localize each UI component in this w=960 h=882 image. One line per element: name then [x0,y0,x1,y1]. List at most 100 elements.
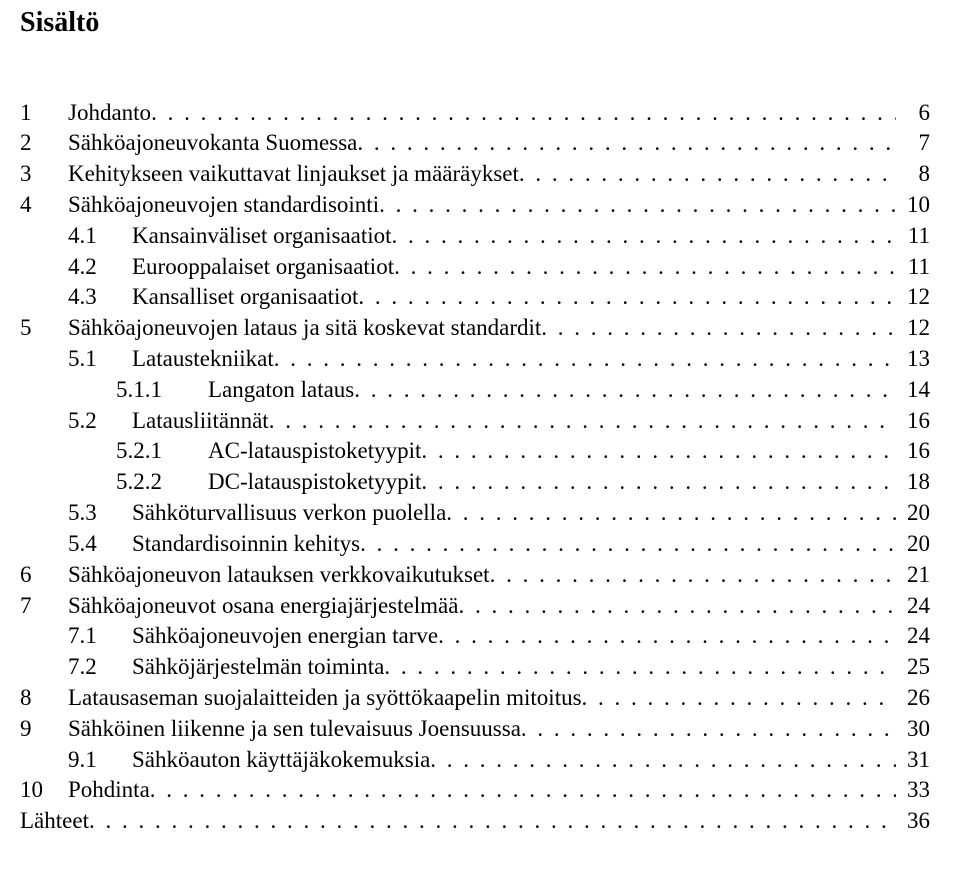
toc-entry-page: 25 [896,652,930,683]
toc-entry-page: 11 [896,221,930,252]
toc-entry-label: Kehitykseen vaikuttavat linjaukset ja mä… [68,159,519,190]
toc-leader-dots [438,621,896,652]
toc-leader-dots [421,467,896,498]
toc-entry: 5Sähköajoneuvojen lataus ja sitä koskeva… [20,313,930,344]
toc-entry-label: Sähköturvallisuus verkon puolella [132,498,446,529]
toc-entry-page: 21 [896,560,930,591]
toc-entry-page: 33 [896,775,930,806]
toc-entry-page: 13 [896,344,930,375]
toc-entry-label: Sähköjärjestelmän toiminta [132,652,384,683]
toc-entry-label: DC-latauspistoketyypit [208,467,421,498]
toc-entry: 4.2Eurooppalaiset organisaatiot 11 [20,252,930,283]
toc-entry-page: 18 [896,467,930,498]
toc-entry: 5.2Latausliitännät 16 [20,406,930,437]
toc-entry-label: Sähköauton käyttäjäkokemuksia [132,745,430,776]
toc-entry: 4.3Kansalliset organisaatiot 12 [20,282,930,313]
toc-entry-page: 26 [896,683,930,714]
toc-leader-dots [89,806,896,837]
toc-entry-page: 6 [896,98,930,129]
toc-entry: Lähteet 36 [20,806,930,837]
toc-entry-label: Sähköajoneuvojen lataus ja sitä koskevat… [68,313,541,344]
toc-title: Sisältö [20,0,930,98]
toc-entry-page: 20 [896,498,930,529]
toc-entry-number: 5.4 [68,529,132,560]
toc-entry-page: 14 [896,375,930,406]
toc-leader-dots [150,775,896,806]
toc-entry-number: 10 [20,775,68,806]
toc-entry-label: Eurooppalaiset organisaatiot [132,252,394,283]
toc-entry-label: Sähköajoneuvojen standardisointi [68,190,379,221]
toc-entry-number: 3 [20,159,68,190]
toc-leader-dots [421,436,896,467]
toc-entry-label: Lataustekniikat [132,344,274,375]
toc-leader-dots [360,529,896,560]
table-of-contents: 1Johdanto62Sähköajoneuvokanta Suomessa73… [20,98,930,838]
toc-entry-number: 5.3 [68,498,132,529]
toc-entry-page: 16 [896,436,930,467]
toc-entry-label: Pohdinta [68,775,150,806]
toc-entry-page: 36 [896,806,930,837]
toc-entry: 9Sähköinen liikenne ja sen tulevaisuus J… [20,714,930,745]
toc-entry-label: Sähköajoneuvon latauksen verkkovaikutuks… [68,560,490,591]
toc-entry-page: 24 [896,591,930,622]
toc-entry-number: 4.3 [68,282,132,313]
toc-entry-number: 5.2 [68,406,132,437]
toc-entry-number: 2 [20,128,68,159]
toc-entry-page: 7 [896,128,930,159]
toc-entry: 10Pohdinta 33 [20,775,930,806]
toc-entry: 5.2.2DC-latauspistoketyypit 18 [20,467,930,498]
toc-entry-number: 5.1.1 [116,375,208,406]
toc-entry-page: 20 [896,529,930,560]
toc-entry-number: 5 [20,313,68,344]
toc-entry: 7.1Sähköajoneuvojen energian tarve 24 [20,621,930,652]
toc-entry-page: 11 [896,252,930,283]
toc-leader-dots [151,98,896,129]
toc-leader-dots [519,159,896,190]
toc-entry: 5.2.1AC-latauspistoketyypit 16 [20,436,930,467]
toc-leader-dots [379,190,896,221]
toc-entry-number: 7.1 [68,621,132,652]
toc-entry-number: 5.2.1 [116,436,208,467]
toc-leader-dots [358,282,896,313]
toc-entry-label: Lähteet [20,806,89,837]
toc-entry: 7Sähköajoneuvot osana energiajärjestelmä… [20,591,930,622]
toc-entry-page: 12 [896,282,930,313]
toc-leader-dots [541,313,896,344]
toc-entry-number: 9 [20,714,68,745]
toc-entry: 5.3Sähköturvallisuus verkon puolella 20 [20,498,930,529]
toc-entry-label: Latausliitännät [132,406,269,437]
toc-entry: 8Latausaseman suojalaitteiden ja syöttök… [20,683,930,714]
toc-entry-label: Kansalliset organisaatiot [132,282,358,313]
toc-entry: 2Sähköajoneuvokanta Suomessa 7 [20,128,930,159]
toc-leader-dots [392,221,896,252]
toc-entry: 4.1Kansainväliset organisaatiot11 [20,221,930,252]
toc-entry-number: 5.2.2 [116,467,208,498]
toc-entry-number: 4.2 [68,252,132,283]
toc-entry-label: Sähköajoneuvojen energian tarve [132,621,438,652]
toc-entry-page: 24 [896,621,930,652]
toc-entry-page: 31 [896,745,930,776]
toc-entry-number: 4.1 [68,221,132,252]
toc-leader-dots [490,560,896,591]
toc-entry: 4Sähköajoneuvojen standardisointi10 [20,190,930,221]
toc-entry-number: 6 [20,560,68,591]
toc-entry-label: Langaton lataus [208,375,354,406]
toc-entry-label: Sähköinen liikenne ja sen tulevaisuus Jo… [68,714,521,745]
toc-entry: 5.1Lataustekniikat 13 [20,344,930,375]
toc-entry-label: AC-latauspistoketyypit [208,436,421,467]
toc-entry-number: 5.1 [68,344,132,375]
document-page: Sisältö 1Johdanto62Sähköajoneuvokanta Su… [0,0,960,882]
toc-entry-label: Standardisoinnin kehitys [132,529,360,560]
toc-leader-dots [458,591,896,622]
toc-entry: 5.4Standardisoinnin kehitys 20 [20,529,930,560]
toc-entry: 7.2Sähköjärjestelmän toiminta25 [20,652,930,683]
toc-entry-label: Johdanto [68,98,151,129]
toc-leader-dots [521,714,896,745]
toc-entry-page: 16 [896,406,930,437]
toc-entry: 9.1Sähköauton käyttäjäkokemuksia31 [20,745,930,776]
toc-leader-dots [269,406,896,437]
toc-entry: 1Johdanto6 [20,98,930,129]
toc-entry-page: 30 [896,714,930,745]
toc-entry-label: Sähköajoneuvokanta Suomessa [68,128,357,159]
toc-entry-page: 10 [896,190,930,221]
